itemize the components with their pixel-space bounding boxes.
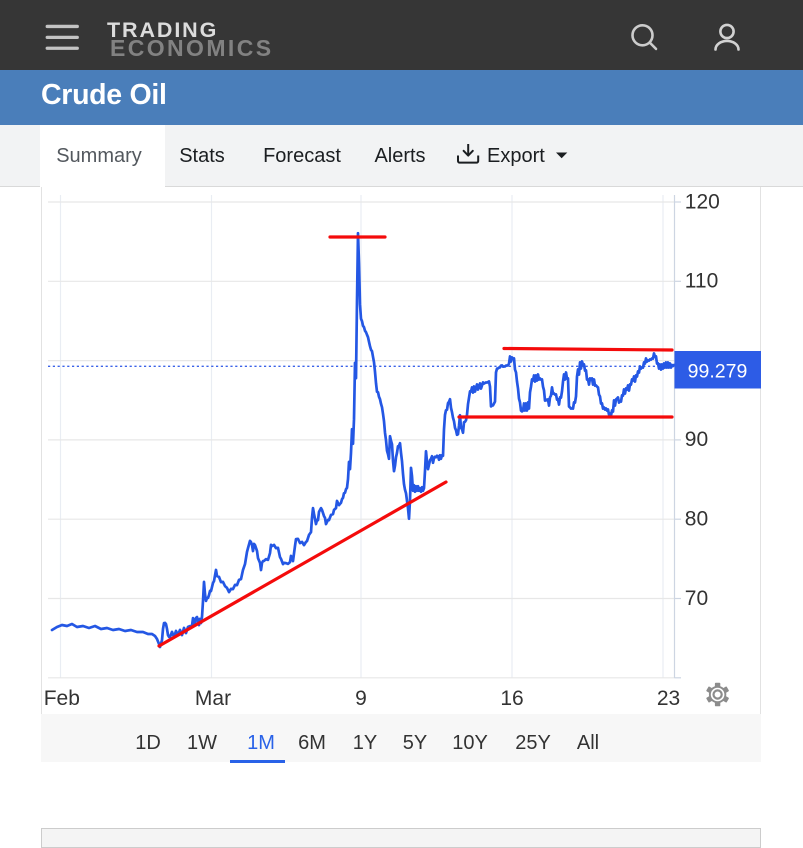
svg-text:99.279: 99.279 (688, 361, 748, 383)
svg-text:Mar: Mar (195, 687, 231, 710)
svg-text:Feb: Feb (44, 687, 80, 710)
svg-text:70: 70 (685, 587, 708, 610)
svg-text:9: 9 (355, 687, 367, 710)
svg-text:110: 110 (685, 270, 718, 293)
svg-text:120: 120 (685, 190, 720, 213)
svg-text:16: 16 (500, 687, 523, 710)
svg-text:90: 90 (685, 428, 708, 451)
svg-text:23: 23 (657, 687, 680, 710)
svg-text:80: 80 (685, 508, 708, 531)
